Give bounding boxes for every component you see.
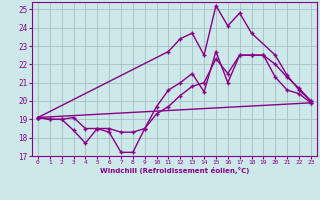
X-axis label: Windchill (Refroidissement éolien,°C): Windchill (Refroidissement éolien,°C) <box>100 167 249 174</box>
